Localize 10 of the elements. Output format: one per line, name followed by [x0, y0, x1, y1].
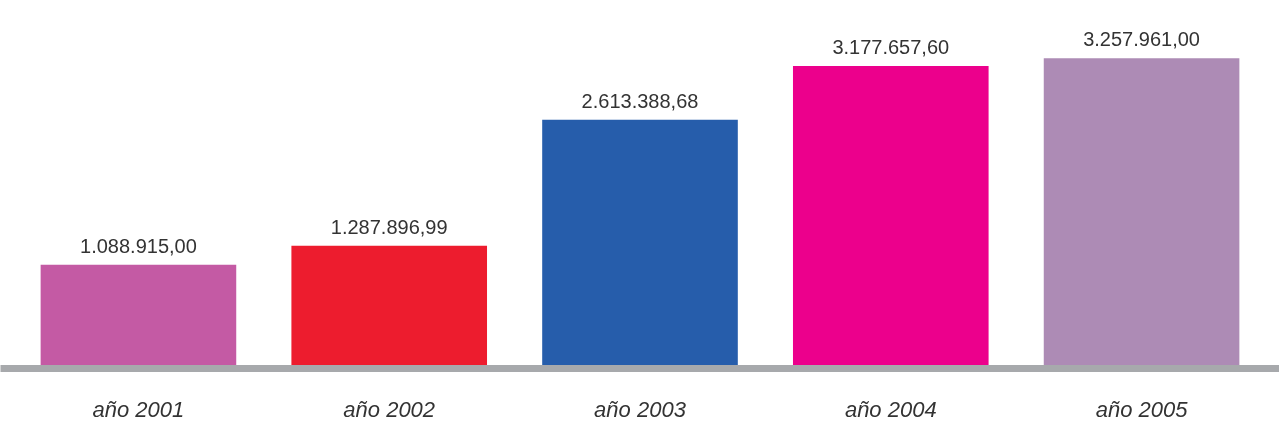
data-label: 1.287.896,99: [330, 215, 448, 238]
data-label: 1.088.915,00: [80, 234, 197, 257]
x-tick-label: año 2002: [343, 396, 436, 422]
data-label: 3.177.657,60: [832, 35, 950, 58]
data-label: 2.613.388,68: [581, 89, 699, 112]
x-tick-label: año 2003: [594, 396, 687, 422]
x-tick-label: año 2005: [1095, 396, 1189, 422]
x-tick-label: año 2001: [92, 396, 185, 422]
data-label: 3.257.961,00: [1083, 28, 1200, 51]
x-tick-label: año 2004: [844, 396, 937, 422]
